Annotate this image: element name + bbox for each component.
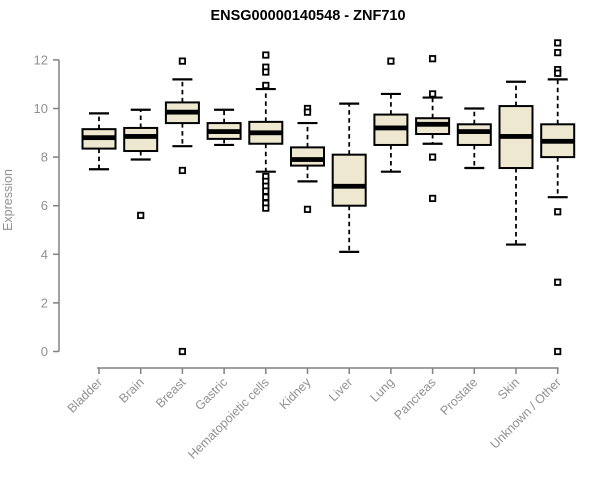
x-tick-label: Bladder xyxy=(65,375,105,415)
x-tick-label: Liver xyxy=(326,375,355,404)
outlier-point xyxy=(303,205,312,213)
outlier-point xyxy=(262,204,270,212)
outlier-point xyxy=(554,347,562,356)
outlier-point xyxy=(303,108,312,116)
outlier-point xyxy=(262,51,270,59)
iqr-box xyxy=(456,123,492,146)
outlier-point xyxy=(428,55,437,63)
x-tick-label: Lung xyxy=(367,375,397,405)
x-tick-label: Hematopoietic cells xyxy=(185,375,272,462)
chart-title: ENSG00000140548 - ZNF710 xyxy=(210,8,405,24)
box-liver xyxy=(331,102,367,253)
median-line xyxy=(416,121,450,127)
median-line xyxy=(82,135,116,141)
box-lung xyxy=(373,57,409,173)
x-tick-label: Breast xyxy=(153,375,189,411)
y-tick-label: 4 xyxy=(41,247,48,262)
box-pancreas xyxy=(415,55,451,203)
outlier-point xyxy=(554,278,562,286)
outlier-point xyxy=(554,49,562,57)
outlier-point xyxy=(554,208,562,216)
outlier-point xyxy=(428,194,437,203)
x-tick-label: Prostate xyxy=(438,375,481,418)
outlier-point xyxy=(178,57,186,65)
box-prostate xyxy=(456,107,492,170)
outlier-point xyxy=(262,187,270,195)
outlier-point xyxy=(262,68,270,76)
y-tick-label: 0 xyxy=(41,344,48,359)
outlier-point xyxy=(554,69,562,77)
box-gastric xyxy=(206,108,242,147)
iqr-box xyxy=(290,146,325,167)
median-line xyxy=(374,125,408,131)
iqr-box xyxy=(123,126,159,153)
y-tick-label: 12 xyxy=(34,52,48,67)
outlier-point xyxy=(387,57,395,65)
y-tick-label: 6 xyxy=(41,198,48,213)
outlier-point xyxy=(428,90,437,98)
axes-layer: 0 2 4 6 8 10 12 Bladder Brain Breast GastricHemato… xyxy=(34,52,564,461)
y-axis-label: Expression xyxy=(1,169,15,231)
outlier-point xyxy=(262,193,270,201)
x-tick-label: Pancreas xyxy=(391,375,438,422)
box-hematopoietic-cells xyxy=(248,51,284,212)
median-line xyxy=(457,129,491,134)
median-line xyxy=(207,129,241,134)
outlier-point xyxy=(137,211,145,220)
x-tick-label: Kidney xyxy=(277,375,314,412)
boxes-layer xyxy=(81,39,576,356)
x-tick-label: Skin xyxy=(495,375,522,402)
median-line xyxy=(332,183,366,189)
box-unknown-other xyxy=(540,39,576,356)
x-tick-label: Brain xyxy=(116,375,147,406)
outlier-point xyxy=(554,39,562,47)
outlier-point xyxy=(428,153,437,161)
median-line xyxy=(249,130,283,136)
median-line xyxy=(165,109,199,115)
iqr-box xyxy=(331,153,367,207)
outlier-point xyxy=(178,166,186,175)
outlier-point xyxy=(262,81,270,90)
median-line xyxy=(499,134,533,139)
x-tick-label: Unknown / Other xyxy=(488,375,564,451)
box-brain xyxy=(123,108,159,220)
outlier-point xyxy=(178,347,186,356)
median-line xyxy=(541,138,575,144)
box-kidney xyxy=(290,104,325,213)
y-tick-label: 2 xyxy=(41,295,48,310)
y-tick-label: 10 xyxy=(34,101,48,116)
box-skin xyxy=(498,80,534,246)
median-line xyxy=(291,157,324,162)
box-bladder xyxy=(81,112,117,171)
median-line xyxy=(124,134,158,139)
y-tick-label: 8 xyxy=(41,150,48,165)
box-breast xyxy=(164,57,200,356)
x-tick-label: Gastric xyxy=(192,375,230,413)
